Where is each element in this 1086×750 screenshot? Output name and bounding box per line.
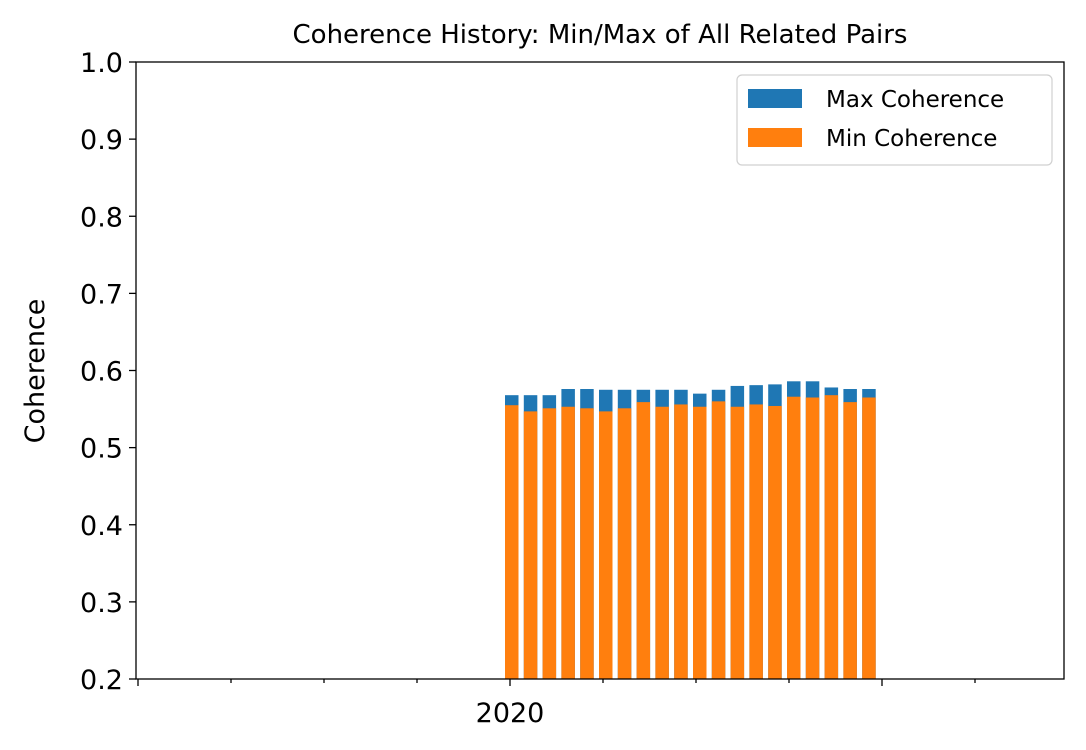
bar-min-9	[674, 404, 688, 679]
bar-min-17	[824, 395, 839, 679]
legend-box	[736, 74, 1053, 166]
bar-min-7	[636, 402, 651, 679]
y-tick-label-3: 0.5	[80, 434, 123, 465]
bar-min-18	[843, 402, 857, 679]
bar-min-4	[580, 408, 594, 679]
bars-group	[505, 381, 876, 679]
legend-swatch-max-coherence	[748, 89, 802, 108]
y-axis-label: Coherence	[20, 299, 51, 444]
bar-min-2	[542, 408, 557, 679]
y-axis: 0.2 0.3 0.4 0.5 0.6 0.7 0.8 0.9 1.0	[80, 48, 136, 696]
y-tick-label-7: 0.9	[80, 125, 123, 156]
bar-min-11	[711, 401, 726, 679]
bar-min-19	[862, 397, 876, 679]
bar-min-6	[617, 408, 632, 679]
y-tick-label-2: 0.4	[80, 511, 123, 542]
y-tick-label-4: 0.6	[80, 357, 123, 388]
bar-min-15	[787, 396, 801, 679]
bar-min-0	[505, 405, 519, 679]
bar-min-8	[655, 406, 669, 679]
bar-min-16	[805, 397, 820, 679]
legend-swatch-min-coherence	[748, 128, 802, 147]
chart-title: Coherence History: Min/Max of All Relate…	[293, 20, 908, 50]
y-tick-label-0: 0.2	[80, 665, 123, 696]
y-tick-label-8: 1.0	[80, 48, 123, 79]
bar-min-5	[599, 411, 613, 679]
bar-min-13	[749, 404, 763, 679]
y-tick-label-1: 0.3	[80, 588, 123, 619]
legend: Max Coherence Min Coherence	[736, 74, 1053, 166]
bar-min-1	[523, 411, 538, 679]
bar-min-10	[693, 406, 707, 679]
legend-label-min-coherence: Min Coherence	[826, 126, 997, 152]
y-tick-label-6: 0.8	[80, 202, 123, 233]
bar-min-14	[768, 405, 782, 679]
y-tick-label-5: 0.7	[80, 279, 123, 310]
x-axis: 2020	[137, 679, 976, 729]
bar-min-12	[730, 406, 745, 679]
x-tick-label-0: 2020	[476, 698, 545, 729]
bar-min-3	[561, 406, 575, 679]
legend-label-max-coherence: Max Coherence	[826, 87, 1004, 113]
